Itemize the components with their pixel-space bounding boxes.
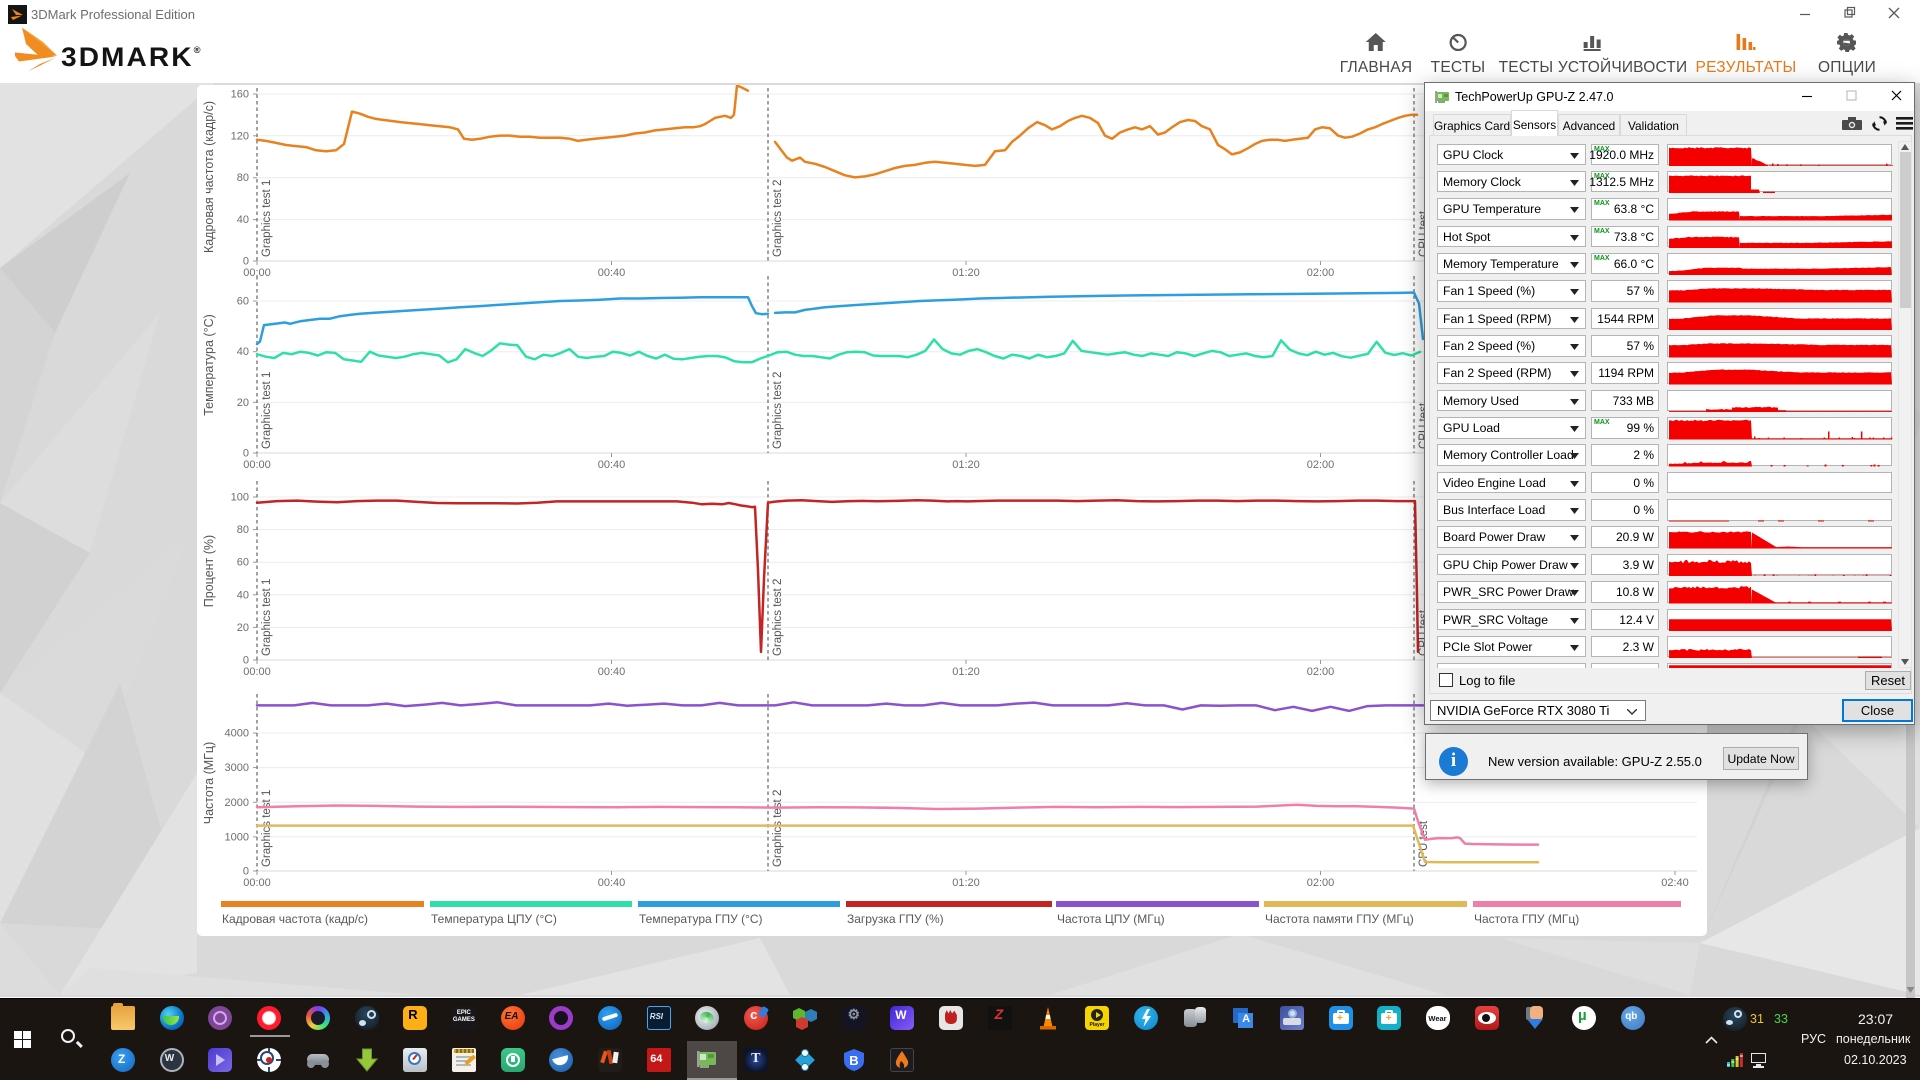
svg-text:02:00: 02:00: [1307, 459, 1335, 471]
svg-text:00:00: 00:00: [243, 459, 271, 471]
svg-text:00:40: 00:40: [598, 267, 626, 279]
svg-text:20: 20: [237, 622, 249, 634]
svg-text:0: 0: [243, 448, 249, 460]
svg-text:01:20: 01:20: [952, 666, 980, 678]
svg-text:01:20: 01:20: [952, 267, 980, 279]
svg-text:01:20: 01:20: [952, 877, 980, 889]
svg-text:40: 40: [237, 589, 249, 601]
svg-text:Температура ГПУ (°C): Температура ГПУ (°C): [639, 912, 763, 926]
svg-text:02:40: 02:40: [1661, 877, 1689, 889]
svg-text:00:40: 00:40: [598, 877, 626, 889]
svg-text:Graphics test 2: Graphics test 2: [772, 790, 784, 867]
svg-text:Graphics test 2: Graphics test 2: [772, 180, 784, 257]
svg-text:40: 40: [237, 346, 249, 358]
svg-text:Частота (МГц): Частота (МГц): [202, 742, 216, 824]
svg-text:Graphics test 2: Graphics test 2: [772, 372, 784, 449]
svg-text:Частота памяти ГПУ (МГц): Частота памяти ГПУ (МГц): [1265, 912, 1414, 926]
svg-text:100: 100: [231, 492, 249, 504]
svg-text:00:00: 00:00: [243, 267, 271, 279]
svg-text:00:40: 00:40: [598, 666, 626, 678]
svg-text:4000: 4000: [225, 728, 249, 740]
svg-text:40: 40: [237, 214, 249, 226]
svg-text:Частота ЦПУ (МГц): Частота ЦПУ (МГц): [1057, 912, 1165, 926]
svg-text:60: 60: [237, 296, 249, 308]
svg-text:Частота ГПУ (МГц): Частота ГПУ (МГц): [1474, 912, 1579, 926]
svg-text:80: 80: [237, 524, 249, 536]
svg-text:3000: 3000: [225, 762, 249, 774]
svg-text:00:00: 00:00: [243, 877, 271, 889]
svg-text:120: 120: [231, 130, 249, 142]
svg-text:00:40: 00:40: [598, 459, 626, 471]
svg-text:Кадровая частота (кадр/с): Кадровая частота (кадр/с): [202, 101, 216, 253]
svg-text:0: 0: [243, 655, 249, 667]
svg-text:20: 20: [237, 397, 249, 409]
svg-text:Graphics test 2: Graphics test 2: [772, 579, 784, 656]
svg-text:Graphics test 1: Graphics test 1: [261, 372, 273, 449]
svg-text:0: 0: [243, 256, 249, 268]
svg-text:Graphics test 1: Graphics test 1: [261, 790, 273, 867]
svg-text:01:20: 01:20: [952, 459, 980, 471]
svg-text:Кадровая частота (кадр/с): Кадровая частота (кадр/с): [222, 912, 368, 926]
svg-text:60: 60: [237, 557, 249, 569]
svg-text:B: B: [849, 1053, 858, 1068]
svg-text:00:00: 00:00: [243, 666, 271, 678]
svg-text:1000: 1000: [225, 831, 249, 843]
svg-text:0: 0: [243, 866, 249, 878]
svg-text:Процент (%): Процент (%): [202, 535, 216, 607]
svg-text:2000: 2000: [225, 797, 249, 809]
svg-text:02:00: 02:00: [1307, 877, 1335, 889]
svg-text:160: 160: [231, 89, 249, 101]
svg-text:02:00: 02:00: [1307, 267, 1335, 279]
svg-text:Температура (°C): Температура (°C): [202, 314, 216, 416]
svg-text:Загрузка ГПУ (%): Загрузка ГПУ (%): [847, 912, 944, 926]
svg-text:Graphics test 1: Graphics test 1: [261, 579, 273, 656]
svg-text:80: 80: [237, 172, 249, 184]
svg-text:Температура ЦПУ (°C): Температура ЦПУ (°C): [431, 912, 557, 926]
svg-text:02:00: 02:00: [1307, 666, 1335, 678]
svg-text:Graphics test 1: Graphics test 1: [261, 180, 273, 257]
